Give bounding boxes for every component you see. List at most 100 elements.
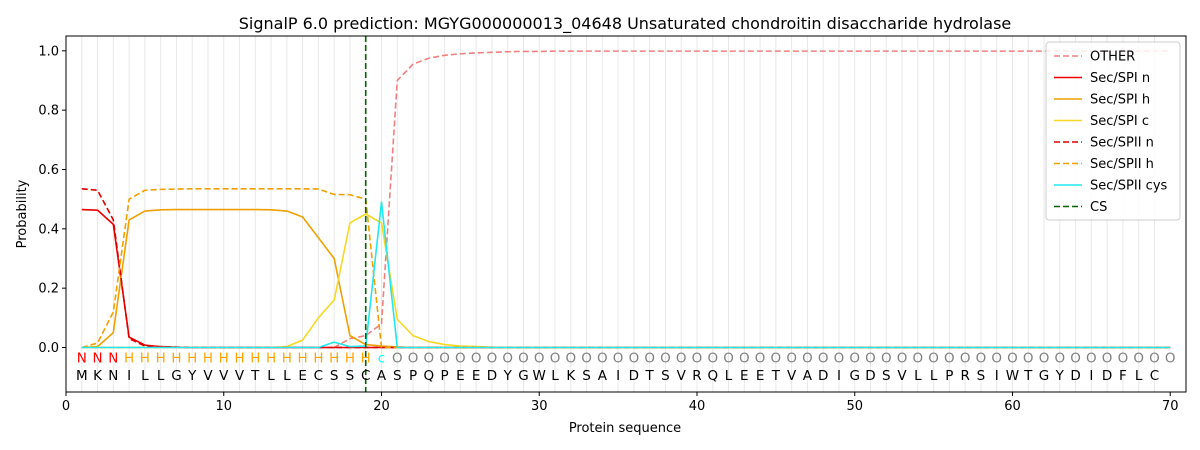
sequence-residue: A [803, 368, 813, 384]
grid-layer [81, 36, 1155, 392]
x-tick-label: 70 [1162, 399, 1179, 414]
sequence-residue: S [661, 368, 670, 384]
region-label: O [723, 350, 734, 366]
sequence-residue: K [566, 368, 576, 384]
sequence-residue: A [598, 368, 608, 384]
sequence-residue: C [314, 368, 323, 384]
sequence-residue: L [157, 368, 165, 384]
region-label: O [534, 350, 545, 366]
region-label: O [471, 350, 482, 366]
region-label: O [676, 350, 687, 366]
sequence-residue: Y [187, 368, 197, 384]
sequence-residue: S [977, 368, 986, 384]
region-label: O [1149, 350, 1160, 366]
sequence-residue: G [849, 368, 859, 384]
sequence-residue: D [1070, 368, 1080, 384]
region-label: O [1133, 350, 1144, 366]
y-axis-label: Probability [15, 179, 30, 248]
sequence-residue: E [472, 368, 481, 384]
sequence-residue: L [267, 368, 275, 384]
sequence-residue: N [108, 368, 118, 384]
sequence-residue: E [456, 368, 465, 384]
sequence-residue: V [235, 368, 245, 384]
sequence-residue: L [283, 368, 291, 384]
region-label: H [124, 350, 134, 366]
region-label: O [550, 350, 561, 366]
region-label: O [455, 350, 466, 366]
region-label: O [1102, 350, 1113, 366]
y-axis-ticks: 0.0 0.2 0.4 0.6 0.8 1.0 [38, 44, 66, 356]
region-label: H [250, 350, 260, 366]
region-label: O [423, 350, 434, 366]
region-label: O [408, 350, 419, 366]
x-axis-ticks: 0 10 20 30 40 50 60 70 [62, 392, 1179, 414]
legend-label: Sec/SPII h [1090, 157, 1154, 172]
series-line [81, 201, 1171, 349]
y-tick-label: 0.6 [38, 163, 59, 178]
region-label: O [1165, 350, 1176, 366]
region-label: O [660, 350, 671, 366]
sequence-residue: V [677, 368, 687, 384]
region-label: H [282, 350, 292, 366]
region-label: O [597, 350, 608, 366]
sequence-residue: D [629, 368, 639, 384]
region-label: O [865, 350, 876, 366]
region-label: O [913, 350, 924, 366]
sequence-residue: I [1089, 368, 1093, 384]
sequence-residue: I [837, 368, 841, 384]
region-label: O [818, 350, 829, 366]
region-label: O [439, 350, 450, 366]
region-label: O [1054, 350, 1065, 366]
sequence-residue: L [930, 368, 938, 384]
sequence-residue: S [882, 368, 891, 384]
region-label: O [644, 350, 655, 366]
sequence-residue: D [487, 368, 497, 384]
region-label: O [613, 350, 624, 366]
region-label: O [944, 350, 955, 366]
sequence-residue: T [1023, 368, 1033, 384]
sequence-residue: E [740, 368, 749, 384]
sequence-residue: V [219, 368, 229, 384]
x-tick-label: 0 [62, 399, 70, 414]
sequence-residue: Y [503, 368, 513, 384]
x-tick-label: 20 [373, 399, 390, 414]
region-label: H [187, 350, 197, 366]
sequence-residue: K [93, 368, 103, 384]
y-tick-label: 0.0 [38, 341, 59, 356]
sequence-residue: I [995, 368, 999, 384]
sequence-residue: L [141, 368, 149, 384]
region-label: O [1086, 350, 1097, 366]
y-tick-label: 0.4 [38, 222, 59, 237]
region-label: O [502, 350, 513, 366]
sequence-residue: E [298, 368, 307, 384]
y-tick-label: 0.8 [38, 104, 59, 119]
sequence-residue: W [1006, 368, 1019, 384]
sequence-residue: L [1135, 368, 1143, 384]
region-label: H [298, 350, 308, 366]
sequence-residue: R [692, 368, 701, 384]
region-label: O [755, 350, 766, 366]
x-tick-label: 40 [689, 399, 706, 414]
sequence-residue: A [377, 368, 387, 384]
sequence-residue: W [533, 368, 546, 384]
sequence-residue: P [409, 368, 417, 384]
region-label: O [392, 350, 403, 366]
region-label: H [361, 350, 371, 366]
legend-label: Sec/SPII cys [1090, 179, 1168, 194]
region-label: H [219, 350, 229, 366]
y-tick-label: 0.2 [38, 282, 59, 297]
sequence-residue: T [250, 368, 260, 384]
sequence-residue: T [771, 368, 781, 384]
sequence-residue: Y [1055, 368, 1065, 384]
sequence-residue: S [330, 368, 339, 384]
y-tick-label: 1.0 [38, 44, 59, 59]
sequence-residue: L [551, 368, 559, 384]
sequence-residue: D [1102, 368, 1112, 384]
series-layer [81, 36, 1171, 392]
legend-label: Sec/SPI c [1090, 114, 1149, 129]
region-label: O [1070, 350, 1081, 366]
region-label: O [629, 350, 640, 366]
